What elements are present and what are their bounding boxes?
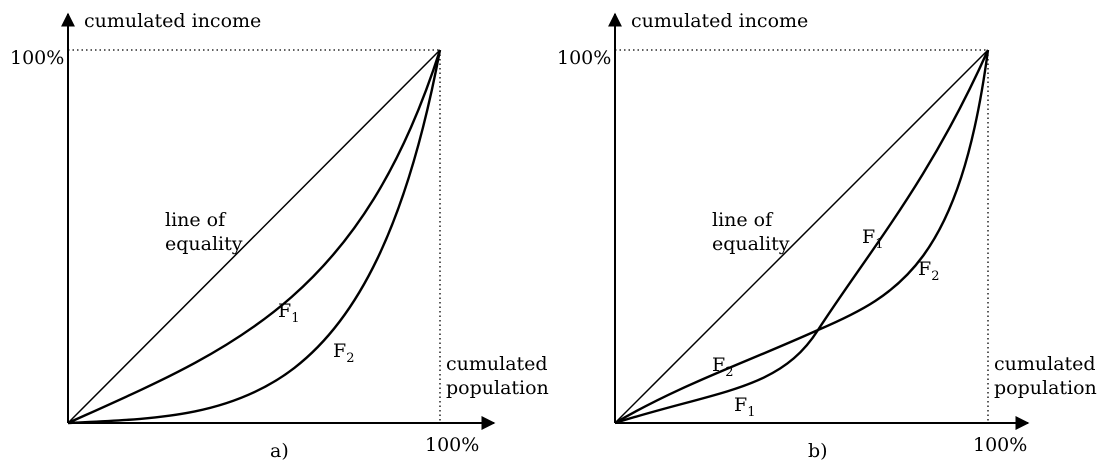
- equality-label-line2: equality: [712, 233, 790, 255]
- curve-label-f2-lower: F2: [712, 354, 733, 380]
- curve-label-f2: F2: [333, 340, 354, 366]
- x-axis-label-line1: cumulated: [446, 353, 548, 375]
- y-axis-label: cumulated income: [84, 10, 261, 32]
- panel-caption-a: a): [270, 440, 289, 462]
- panel-b: cumulated income 100% cumulated populati…: [557, 10, 1097, 462]
- x-axis-label-line2: population: [446, 377, 549, 399]
- x-tick-100: 100%: [425, 434, 479, 456]
- lorenz-curve-f1: [67, 49, 442, 425]
- panel-a: cumulated income 100% cumulated populati…: [10, 10, 549, 462]
- line-of-equality: [67, 49, 441, 424]
- y-tick-100: 100%: [557, 47, 611, 69]
- curve-label-f1-lower: F1: [734, 394, 755, 420]
- x-tick-100: 100%: [973, 434, 1027, 456]
- lorenz-curve-f1: [614, 49, 990, 425]
- lorenz-curve-f2: [614, 49, 990, 425]
- curve-label-f1: F1: [278, 300, 299, 326]
- line-of-equality: [614, 49, 989, 424]
- panel-caption-b: b): [808, 440, 828, 462]
- lorenz-curve-f2: [67, 49, 442, 425]
- equality-label-line1: line of: [165, 209, 227, 231]
- y-axis-label: cumulated income: [631, 10, 808, 32]
- curve-label-f2-upper: F2: [918, 258, 939, 284]
- x-axis-label-line2: population: [994, 377, 1097, 399]
- equality-label-line2: equality: [165, 233, 243, 255]
- y-tick-100: 100%: [10, 47, 64, 69]
- equality-label-line1: line of: [712, 209, 774, 231]
- curve-label-f1-upper: F1: [862, 226, 883, 252]
- x-axis-label-line1: cumulated: [994, 353, 1096, 375]
